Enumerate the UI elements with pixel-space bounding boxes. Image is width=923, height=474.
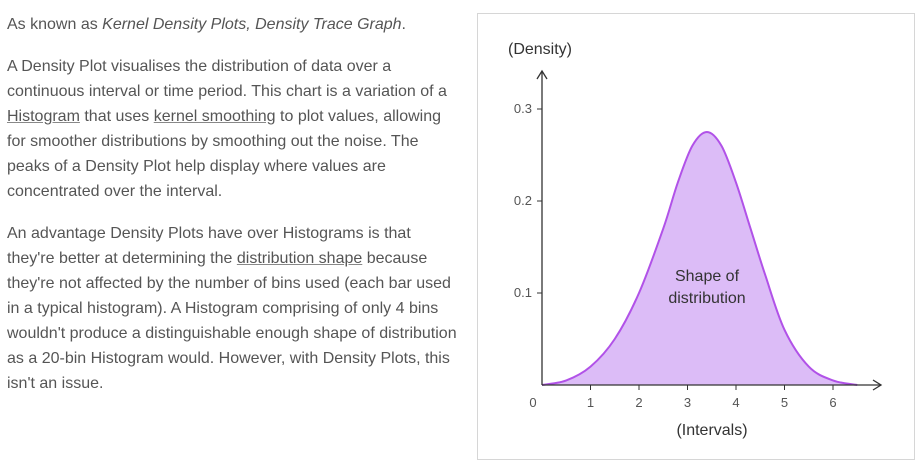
x-tick-label: 0 xyxy=(529,395,536,410)
x-tick-label: 2 xyxy=(635,395,642,410)
aka-suffix: . xyxy=(401,16,406,33)
density-curve xyxy=(541,130,858,386)
y-axis-title: (Density) xyxy=(508,41,572,58)
y-tick-label: 0.3 xyxy=(514,101,532,116)
paragraph-2: An advantage Density Plots have over His… xyxy=(7,225,457,392)
paragraph-1: A Density Plot visualises the distributi… xyxy=(7,58,447,200)
x-tick-label: 6 xyxy=(829,395,836,410)
article-text: As known as Kernel Density Plots, Densit… xyxy=(7,12,457,413)
x-axis-arrow-icon xyxy=(872,379,883,391)
y-axis-arrow-icon xyxy=(536,69,548,80)
x-tick-label: 3 xyxy=(684,395,691,410)
curve-annotation: distribution xyxy=(668,290,745,307)
curve-annotation: Shape of xyxy=(675,268,740,285)
aka-prefix: As known as xyxy=(7,16,103,33)
density-plot-chart: 0 1 2 3 4 5 6 0.1 0.2 0.3 (Density) (Intervals) Shap… xyxy=(508,41,883,439)
density-plot-figure: 0 1 2 3 4 5 6 0.1 0.2 0.3 (Density) (Intervals) Shap… xyxy=(477,13,915,460)
x-tick-label: 4 xyxy=(732,395,739,410)
x-tick-label: 1 xyxy=(587,395,594,410)
also-known-as: As known as Kernel Density Plots, Densit… xyxy=(7,12,457,37)
x-axis-title: (Intervals) xyxy=(676,422,747,439)
y-tick-label: 0.1 xyxy=(514,285,532,300)
density-area xyxy=(542,132,858,385)
histogram-link[interactable]: Histogram xyxy=(7,108,80,125)
aka-names: Kernel Density Plots, Density Trace Grap… xyxy=(102,16,402,33)
distribution-shape-link[interactable]: distribution shape xyxy=(236,250,363,267)
kernel-smoothing-link[interactable]: kernel smoothing xyxy=(153,108,276,125)
x-tick-label: 5 xyxy=(781,395,788,410)
y-tick-label: 0.2 xyxy=(514,193,532,208)
